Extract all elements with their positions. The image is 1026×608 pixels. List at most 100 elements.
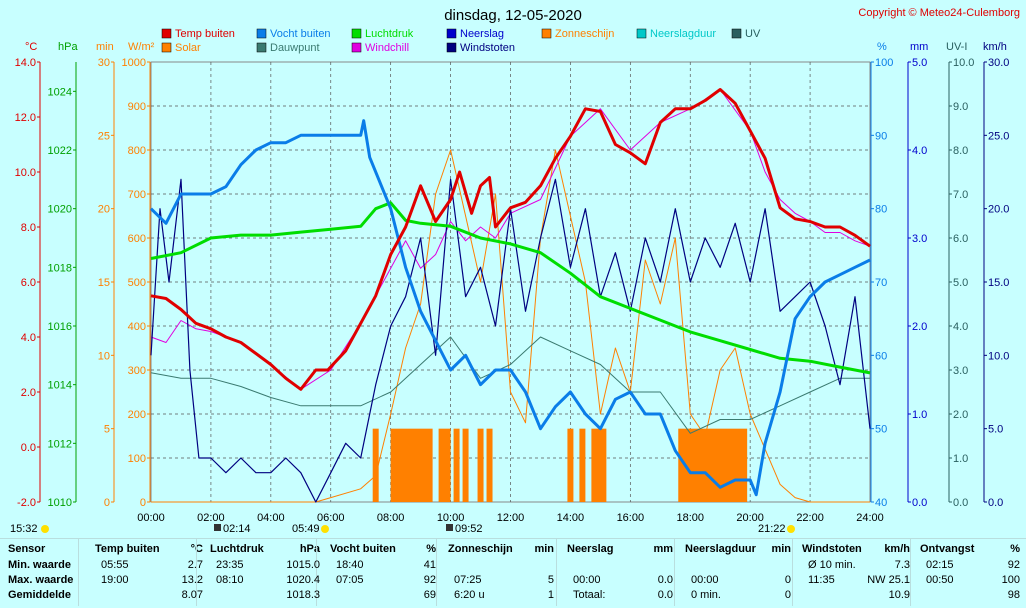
axis-tick-temp: 2.0 bbox=[21, 387, 36, 399]
axis-tick-solar: 700 bbox=[128, 189, 146, 201]
axis-tick-uv: 7.0 bbox=[953, 189, 968, 201]
legend-swatch bbox=[351, 28, 362, 39]
stats-value: 0 bbox=[784, 574, 791, 586]
axis-tick-sunshine: 25 bbox=[98, 130, 110, 142]
stats-header: Neerslagduur bbox=[685, 543, 756, 555]
axis-unit-temp: °C bbox=[25, 41, 37, 53]
sunshine-bar bbox=[462, 428, 469, 502]
stats-header: Zonneschijn bbox=[448, 543, 513, 555]
axis-unit-pressure: hPa bbox=[58, 41, 78, 53]
stats-time: 00:00 bbox=[573, 574, 601, 586]
stats-header: Luchtdruk bbox=[210, 543, 264, 555]
x-tick-label: 04:00 bbox=[257, 512, 285, 524]
axis-tick-solar: 300 bbox=[128, 365, 146, 377]
x-tick-label: 00:00 bbox=[137, 512, 165, 524]
axis-tick-humidity: 100 bbox=[875, 57, 893, 69]
axis-tick-temp: -2.0 bbox=[17, 497, 36, 509]
legend-label: Luchtdruk bbox=[365, 28, 414, 40]
time-marker-label: 21:22 bbox=[758, 523, 786, 535]
axis-tick-pressure: 1012 bbox=[48, 438, 72, 450]
legend-label: Dauwpunt bbox=[270, 42, 320, 54]
stats-value: 8.07 bbox=[181, 589, 203, 601]
x-axis: 00:00 02:00 04:00 06:00 08:00 10:00 12:00 14:00… bbox=[10, 512, 884, 535]
x-tick-label: 02:00 bbox=[197, 512, 225, 524]
axis-tick-pressure: 1020 bbox=[48, 204, 72, 216]
series-line-solar bbox=[151, 149, 870, 503]
stats-header: Sensor bbox=[8, 543, 46, 555]
legend-swatch bbox=[731, 28, 742, 39]
axis-tick-uv: 8.0 bbox=[953, 145, 968, 157]
stats-time: Ø 10 min. bbox=[808, 559, 856, 571]
x-tick-label: 22:00 bbox=[796, 512, 824, 524]
column-divider bbox=[78, 538, 79, 606]
axis-tick-sunshine: 10 bbox=[98, 350, 110, 362]
axis-tick-pressure: 1022 bbox=[48, 145, 72, 157]
axis-tick-pressure: 1010 bbox=[48, 497, 72, 509]
axis-unit-wind: km/h bbox=[983, 41, 1007, 53]
axis-tick-pressure: 1024 bbox=[48, 86, 72, 98]
axis-tick-uv: 6.0 bbox=[953, 233, 968, 245]
axis-tick-solar: 600 bbox=[128, 233, 146, 245]
legend-swatch bbox=[256, 42, 267, 53]
chart-title: dinsdag, 12-05-2020 bbox=[444, 7, 582, 24]
stats-time: 07:05 bbox=[336, 574, 364, 586]
axis-tick-solar: 0 bbox=[140, 497, 146, 509]
legend-swatch bbox=[161, 28, 172, 39]
stats-time: 07:25 bbox=[454, 574, 482, 586]
axis-tick-humidity: 90 bbox=[875, 130, 887, 142]
series-line-luchtdruk bbox=[150, 201, 871, 375]
stats-value: 1018.3 bbox=[286, 589, 320, 601]
axis-tick-rain: 4.0 bbox=[912, 145, 927, 157]
series-line-vocht-buiten bbox=[149, 119, 871, 497]
axis-tick-wind: 30.0 bbox=[988, 57, 1009, 69]
axis-tick-pressure: 1014 bbox=[48, 380, 72, 392]
sunrise-left-label: 15:32 bbox=[10, 523, 38, 535]
legend-label: Windstoten bbox=[460, 42, 515, 54]
legend: Temp buiten Vocht buiten Luchtdruk Neerslag… bbox=[161, 28, 761, 54]
stats-header-unit: hPa bbox=[299, 543, 320, 555]
axis-tick-wind: 10.0 bbox=[988, 350, 1009, 362]
stats-header: Ontvangst bbox=[920, 543, 975, 555]
axis-tick-temp: 0.0 bbox=[21, 442, 36, 454]
legend-label: Windchill bbox=[365, 42, 409, 54]
axis-unit-rain: mm bbox=[910, 41, 928, 53]
stats-header-unit: mm bbox=[653, 543, 673, 555]
stats-value: 98 bbox=[1007, 589, 1020, 601]
axis-unit-solar: W/m² bbox=[128, 41, 155, 53]
axis-tick-sunshine: 20 bbox=[98, 204, 110, 216]
legend-label: Neerslagduur bbox=[650, 28, 716, 40]
stats-row-label: Max. waarde bbox=[8, 574, 74, 586]
sunshine-bar bbox=[678, 428, 748, 502]
axis-tick-solar: 800 bbox=[128, 145, 146, 157]
axis-tick-temp: 8.0 bbox=[21, 222, 36, 234]
stats-header: Temp buiten bbox=[95, 543, 160, 555]
stats-value: 13.2 bbox=[181, 574, 203, 586]
series-lines bbox=[149, 88, 871, 503]
x-tick-label: 16:00 bbox=[617, 512, 645, 524]
axis-tick-sunshine: 5 bbox=[104, 424, 110, 436]
stats-value: 1020.4 bbox=[286, 574, 320, 586]
series-line-dauwpunt bbox=[150, 336, 870, 434]
stats-header: Windstoten bbox=[802, 543, 862, 555]
series-line-windstoten bbox=[150, 178, 871, 503]
axis-tick-solar: 100 bbox=[128, 453, 146, 465]
axes: °C-2.00.02.04.06.08.010.012.014.0hPa1010… bbox=[15, 41, 1010, 509]
time-marker-label: 05:49 bbox=[292, 523, 320, 535]
legend-label: Neerslag bbox=[460, 28, 504, 40]
column-divider bbox=[792, 538, 793, 606]
stats-time: 6:20 u bbox=[454, 589, 485, 601]
sunshine-bar bbox=[486, 428, 493, 502]
stats-value: 1015.0 bbox=[286, 559, 320, 571]
stats-row-label: Min. waarde bbox=[8, 559, 71, 571]
stats-header-unit: % bbox=[1010, 543, 1020, 555]
stats-time: 00:00 bbox=[691, 574, 719, 586]
axis-tick-rain: 0.0 bbox=[912, 497, 927, 509]
legend-swatch bbox=[351, 42, 362, 53]
sunshine-bar bbox=[591, 428, 607, 502]
axis-tick-solar: 1000 bbox=[122, 57, 146, 69]
stats-time: 00:50 bbox=[926, 574, 954, 586]
legend-swatch bbox=[446, 28, 457, 39]
axis-tick-rain: 3.0 bbox=[912, 233, 927, 245]
series-line-temp-buiten bbox=[150, 88, 871, 391]
axis-unit-sunshine: min bbox=[96, 41, 114, 53]
